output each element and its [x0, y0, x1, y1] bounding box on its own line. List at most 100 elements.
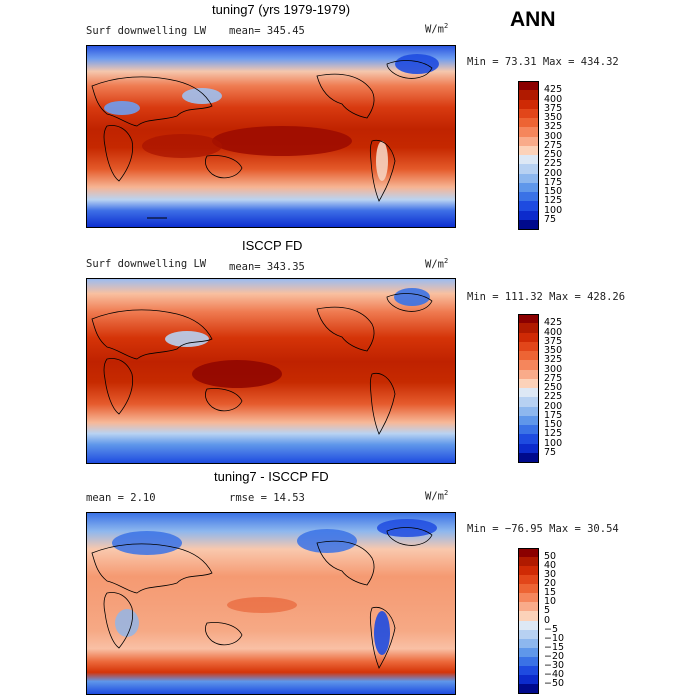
panel-3-colorbar: 50 40 30 20 15 10 5 0 −5 −10 −15 −20 −30 −40 −50	[518, 548, 578, 694]
colorbar-tick-label: −15	[544, 641, 565, 653]
colorbar-tick-label: 200	[544, 400, 563, 412]
colorbar-swatch	[518, 173, 539, 184]
panel-3-rmse-label: rmse = 14.53	[229, 492, 305, 504]
colorbar-tick-label: 275	[544, 372, 563, 384]
colorbar-swatch	[518, 647, 539, 658]
colorbar-tick-label: 100	[544, 204, 563, 216]
colorbar-swatch	[518, 425, 539, 435]
colorbar-tick-label: 425	[544, 84, 563, 96]
colorbar-swatch	[518, 434, 539, 444]
panel-1-colorbar: 425 400 375 350 325 300 275 250 225 200 175 150 125 1…	[518, 81, 578, 230]
colorbar-swatch	[518, 593, 539, 603]
colorbar-tick-label: 150	[544, 186, 563, 197]
colorbar-swatch	[518, 108, 539, 119]
colorbar-swatch	[518, 155, 539, 165]
colorbar-swatch	[518, 314, 539, 324]
colorbar-tick-label: 375	[544, 335, 563, 347]
colorbar-tick-label: −50	[544, 677, 565, 689]
colorbar-tick-label: 400	[544, 326, 563, 338]
panel-1-title: tuning7 (yrs 1979-1979)	[212, 2, 351, 17]
colorbar-tick-label: 250	[544, 149, 563, 160]
colorbar-swatch	[518, 611, 539, 621]
colorbar-swatch	[518, 557, 539, 567]
panel-1-range-label: Min = 73.31 Max = 434.32	[467, 56, 619, 68]
colorbar-tick-label: 400	[544, 93, 563, 105]
colorbar-swatch	[518, 164, 539, 174]
colorbar-tick-label: 75	[544, 446, 557, 458]
colorbar-swatch	[518, 219, 539, 230]
colorbar-tick-label: −10	[544, 632, 565, 644]
colorbar-swatch	[518, 127, 539, 137]
colorbar-swatch	[518, 118, 539, 128]
panel-3-range-label: Min = −76.95 Max = 30.54	[467, 523, 619, 535]
colorbar-swatch	[518, 341, 539, 352]
colorbar-swatch	[518, 136, 539, 147]
colorbar-swatch	[518, 332, 539, 343]
panel-3-title: tuning7 - ISCCP FD	[214, 469, 329, 484]
panel-1-variable-label: Surf downwelling LW	[86, 25, 207, 37]
panel-2-variable-label: Surf downwelling LW	[86, 258, 207, 270]
colorbar-swatch	[518, 201, 539, 211]
colorbar-tick-label: 150	[544, 419, 563, 430]
colorbar-swatch	[518, 656, 539, 667]
colorbar-tick-label: 20	[544, 578, 557, 590]
colorbar-swatch	[518, 620, 539, 631]
colorbar-tick-label: 350	[544, 345, 563, 356]
colorbar-swatch	[518, 443, 539, 454]
colorbar-tick-label: −40	[544, 668, 565, 680]
colorbar-swatch	[518, 192, 539, 202]
colorbar-swatch	[518, 360, 539, 370]
colorbar-swatch	[518, 584, 539, 594]
panel-2-map	[86, 278, 456, 464]
colorbar-tick-label: 300	[544, 130, 563, 142]
colorbar-swatch	[518, 90, 539, 100]
colorbar-tick-label: 0	[544, 614, 551, 626]
colorbar-tick-label: 100	[544, 437, 563, 449]
colorbar-tick-label: 125	[544, 195, 563, 207]
panel-1-map	[86, 45, 456, 228]
colorbar-tick-label: 50	[544, 551, 557, 563]
panel-3-units: W/m2	[425, 489, 449, 503]
colorbar-tick-label: 325	[544, 121, 563, 133]
colorbar-tick-label: 350	[544, 112, 563, 123]
colorbar-tick-label: −5	[544, 623, 559, 635]
colorbar-swatch	[518, 145, 539, 156]
colorbar-swatch	[518, 629, 539, 640]
panel-1-mean-label: mean= 345.45	[229, 25, 305, 37]
colorbar-tick-label: 300	[544, 363, 563, 375]
colorbar-tick-label: 250	[544, 382, 563, 393]
colorbar-swatch	[518, 638, 539, 649]
colorbar-swatch	[518, 602, 539, 612]
colorbar-tick-label: 75	[544, 213, 557, 225]
colorbar-tick-label: 325	[544, 354, 563, 366]
panel-3-map	[86, 512, 456, 695]
colorbar-tick-label: 225	[544, 391, 563, 403]
colorbar-swatch	[518, 397, 539, 407]
colorbar-tick-label: 175	[544, 176, 563, 188]
colorbar-swatch	[518, 351, 539, 361]
colorbar-tick-label: 225	[544, 158, 563, 170]
colorbar-tick-label: −30	[544, 659, 565, 671]
colorbar-tick-label: 40	[544, 560, 557, 572]
colorbar-swatch	[518, 182, 539, 193]
colorbar-swatch	[518, 406, 539, 417]
colorbar-tick-label: 375	[544, 102, 563, 114]
colorbar-tick-label: −20	[544, 650, 565, 662]
colorbar-swatch	[518, 415, 539, 426]
colorbar-tick-label: 5	[544, 605, 551, 617]
colorbar-tick-label: 15	[544, 587, 557, 599]
colorbar-swatch	[518, 369, 539, 380]
colorbar-swatch	[518, 99, 539, 110]
panel-2-units: W/m2	[425, 257, 449, 271]
panel-3-mean-label: mean = 2.10	[86, 492, 156, 504]
panel-2-range-label: Min = 111.32 Max = 428.26	[467, 291, 626, 303]
colorbar-swatch	[518, 548, 539, 558]
colorbar-swatch	[518, 210, 539, 221]
colorbar-tick-label: 425	[544, 317, 563, 329]
colorbar-swatch	[518, 452, 539, 463]
panel-2-title: ISCCP FD	[242, 238, 303, 253]
colorbar-tick-label: 125	[544, 428, 563, 440]
colorbar-tick-label: 275	[544, 139, 563, 151]
panel-2-colorbar: 425 400 375 350 325 300 275 250 225 200 175 150 125 1…	[518, 314, 578, 463]
season-label: ANN	[510, 8, 556, 31]
